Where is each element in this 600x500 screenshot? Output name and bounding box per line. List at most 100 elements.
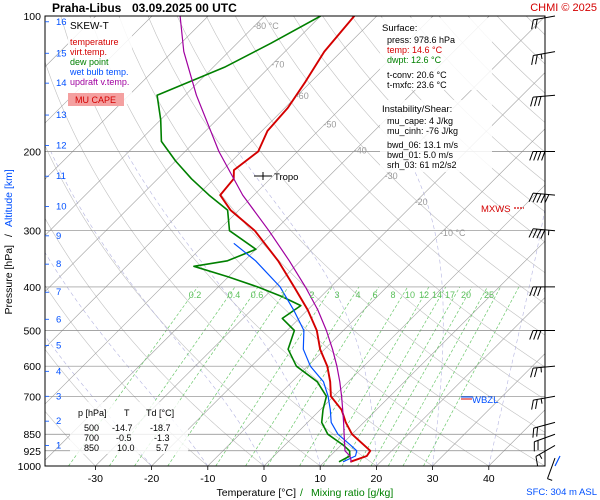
mixing-ratio-line: [215, 286, 333, 466]
mixing-ratio-line: [370, 286, 473, 466]
wind-barb-half: [540, 398, 543, 404]
mixing-ratio-label: 10: [405, 290, 415, 300]
wind-barb-flag: [528, 228, 534, 238]
wind-barb-staff: [533, 15, 556, 21]
isotherm: [151, 72, 545, 466]
mixing-ratio-line: [387, 286, 488, 466]
wind-barb-flag: [536, 229, 542, 239]
temperature-tick-label: -30: [88, 473, 103, 485]
isotherm: [45, 16, 434, 405]
altitude-tick-label: 2: [56, 416, 61, 427]
xlabel-separator: /: [300, 487, 303, 499]
mucape-label: MU CAPE: [75, 95, 116, 105]
xlabel-mixing: Mixing ratio [g/kg]: [311, 487, 393, 499]
surface-tconv: t-conv: 20.6 °C: [387, 70, 447, 80]
surface-dwpt: dwpt: 12.6 °C: [387, 55, 442, 65]
series-updraft-v-temp: [179, 16, 352, 462]
dry-adiabat: [525, 16, 545, 36]
wind-barb-flag: [531, 55, 534, 65]
altitude-tick-label: 9: [56, 231, 61, 242]
altitude-tick-label: 15: [56, 48, 67, 59]
wind-barb-flag: [536, 427, 539, 437]
pressure-tick-label: 925: [23, 446, 41, 458]
surface-tmxfc: t-mxfc: 23.6 °C: [387, 80, 447, 90]
wind-barb-flag: [529, 151, 534, 161]
mixing-ratio-label: 1: [280, 290, 285, 300]
dry-adiabat: [235, 16, 545, 336]
xlabel: Temperature [°C]: [217, 487, 297, 499]
wind-barb: [531, 51, 556, 65]
legend-updraft: updraft v.temp.: [70, 77, 129, 87]
wind-barb-staff: [533, 395, 556, 401]
dry-adiabat: [293, 16, 545, 274]
altitude-tick-label: 14: [56, 78, 67, 89]
wind-barb-half: [540, 53, 543, 60]
isotherm-label: -20: [415, 197, 428, 207]
isotherm: [45, 16, 378, 349]
isotherm: [45, 16, 490, 461]
isotherm-label: -50: [323, 120, 336, 130]
pressure-tick-label: 400: [23, 282, 41, 294]
wind-barb: [529, 286, 555, 297]
surface-wind-marker: [554, 455, 561, 467]
mixing-ratio-line: [423, 286, 520, 466]
pressure-tick-label: 1000: [18, 461, 42, 473]
wind-barb: [531, 15, 556, 30]
wind-barb-flag: [540, 229, 546, 239]
temperature-tick-label: 40: [483, 473, 495, 485]
wind-barb: [533, 433, 556, 452]
mu-cinh-value: mu_cinh: -76 J/kg: [387, 126, 458, 136]
pressure-tick-label: 600: [23, 361, 41, 373]
table-cell: -18.7: [150, 423, 171, 433]
temperature-tick-label: 20: [371, 473, 383, 485]
dry-adiabat: [147, 16, 545, 433]
isotherm-label: -40: [354, 145, 367, 155]
mu-cape-value: mu_cape: 4 J/kg: [387, 116, 453, 126]
ylabel-altitude: Altitude [km]: [3, 169, 15, 227]
wind-barb-flag: [532, 193, 538, 203]
isotherm-label: -70: [271, 59, 284, 69]
wind-barb-half: [538, 454, 543, 460]
isotherm: [207, 128, 545, 466]
wind-barb: [531, 395, 556, 410]
mixing-ratio-label: 6: [372, 290, 377, 300]
pressure-tick-label: 850: [23, 429, 41, 441]
altitude-tick-label: 12: [56, 141, 67, 152]
wbzl-label: WBZL: [472, 395, 498, 406]
wind-barb: [530, 94, 556, 107]
bwd06-value: bwd_06: 13.1 m/s: [387, 140, 459, 150]
ylabel: Pressure [hPa]: [3, 245, 15, 315]
mxws-label: MXWS: [481, 204, 511, 215]
wind-barb-flag: [531, 400, 534, 410]
mixing-ratio-label: 20: [461, 290, 471, 300]
mixing-ratio-line: [267, 286, 380, 466]
isotherm-label: -10 °C: [440, 228, 466, 238]
wind-barb-flag: [536, 193, 542, 203]
diagram-type-label: SKEW-T: [70, 21, 109, 32]
mixing-ratio-line: [245, 286, 360, 466]
mixing-ratio-label: 12: [419, 290, 429, 300]
tropopause-marker: Tropo: [254, 172, 298, 183]
legend-virt-temp: virt.temp.: [70, 47, 107, 57]
wind-barb-flag: [531, 19, 534, 30]
wind-barb: [528, 192, 556, 204]
table-header-td: Td [°C]: [146, 408, 174, 418]
wind-barb-flag: [535, 456, 539, 466]
mixing-ratio-label: 0.6: [251, 290, 264, 300]
wind-barb-staff: [535, 444, 556, 457]
mixing-ratio-label: 14: [432, 290, 442, 300]
pressure-tick-label: 700: [23, 391, 41, 403]
temperature-tick-label: 10: [314, 473, 326, 485]
isotherm: [45, 16, 265, 236]
surface-temp: temp: 14.6 °C: [387, 45, 443, 55]
mixing-ratio-label: 2: [309, 290, 314, 300]
dry-adiabat: [205, 16, 545, 368]
pressure-tick-label: 500: [23, 326, 41, 338]
isotherm: [95, 16, 545, 466]
mixing-ratio-label: 3: [334, 290, 339, 300]
table-cell: 500: [84, 423, 99, 433]
wind-barb-flag: [535, 19, 538, 29]
wind-barb: [547, 457, 556, 481]
